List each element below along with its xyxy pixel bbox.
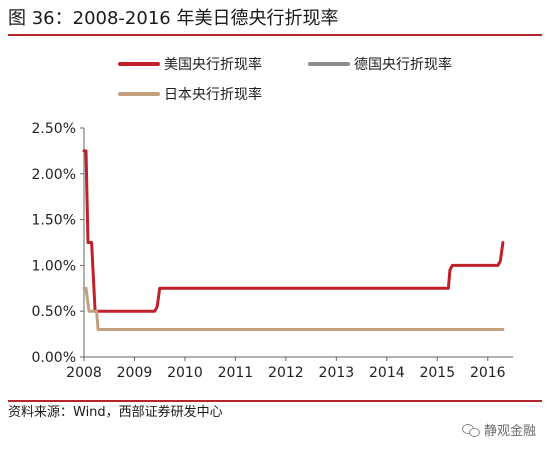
x-tick-label: 2012 [268, 365, 304, 381]
y-tick-label: 1.50% [32, 213, 76, 229]
source-divider [8, 400, 542, 402]
watermark: 静观金融 [461, 420, 536, 439]
x-tick-label: 2013 [319, 365, 355, 381]
chart-axes: 0.00% 0.50% 1.00% 1.50% 2.00% 2.50% 2008 2009 20… [32, 121, 513, 381]
chart-series [82, 149, 505, 331]
title-divider [8, 34, 542, 36]
legend-label-1: 美国央行折现率 [164, 56, 262, 73]
x-tick-label: 2014 [369, 365, 405, 381]
y-tick-label: 2.50% [32, 121, 76, 137]
x-tick-label: 2008 [66, 365, 102, 381]
series-line-3 [82, 286, 505, 331]
wechat-icon [461, 423, 480, 437]
x-tick-label: 2010 [167, 365, 203, 381]
y-tick-label: 0.00% [32, 350, 76, 366]
legend-label-2: 德国央行折现率 [354, 56, 452, 73]
source-note: 资料来源：Wind，西部证券研发中心 [8, 405, 223, 420]
y-tick-label: 0.50% [32, 304, 76, 320]
y-tick-label: 2.00% [32, 167, 76, 183]
page-title: 图 36：2008-2016 年美日德央行折现率 [8, 8, 339, 29]
x-tick-label: 2011 [218, 365, 254, 381]
watermark-label: 静观金融 [483, 424, 536, 439]
series-line-1 [82, 149, 505, 313]
x-tick-label: 2009 [117, 365, 153, 381]
x-tick-label: 2016 [470, 365, 506, 381]
y-tick-label: 1.00% [32, 258, 76, 274]
legend-label-3: 日本央行折现率 [164, 86, 262, 103]
x-tick-label: 2015 [419, 365, 455, 381]
